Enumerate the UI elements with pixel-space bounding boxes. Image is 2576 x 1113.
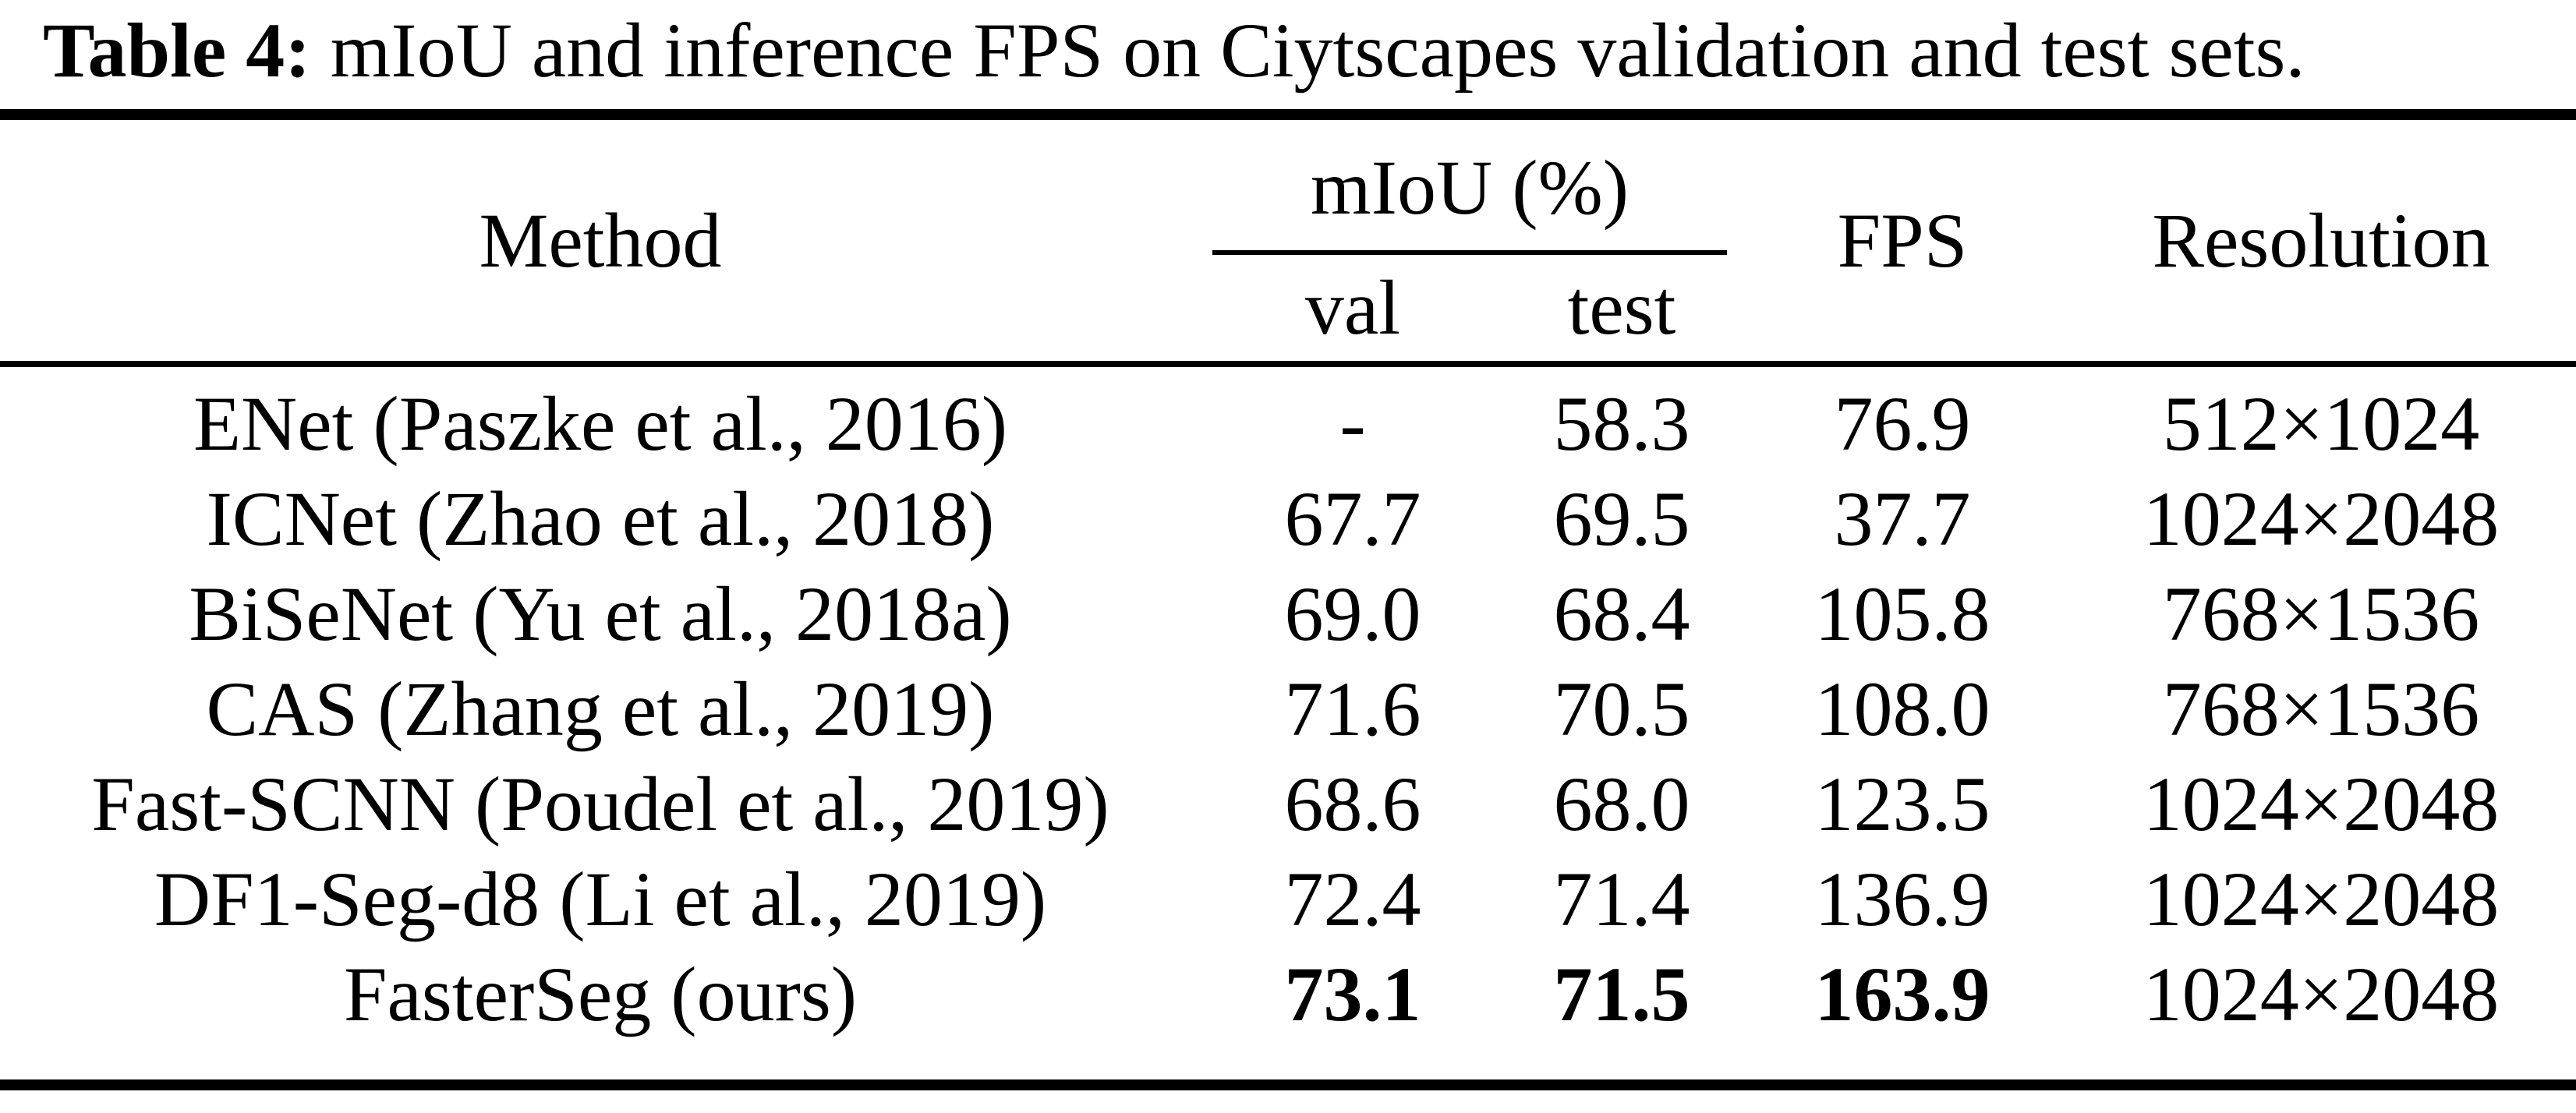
cell-method: CAS (Zhang et al., 2019): [206, 666, 995, 752]
cell-miou-test: 71.4: [1553, 856, 1690, 942]
cell-miou-test: 58.3: [1553, 380, 1690, 467]
cell-fps: 76.9: [1834, 380, 1971, 467]
col-header-fps: FPS: [1837, 196, 1968, 284]
cell-miou-val: -: [1339, 380, 1366, 467]
cell-miou-test: 69.5: [1553, 475, 1690, 562]
cell-method: BiSeNet (Yu et al., 2018a): [189, 571, 1012, 657]
miou-group-underline: mIoU (%): [1212, 149, 1727, 255]
cell-method: ENet (Paszke et al., 2016): [193, 380, 1008, 467]
table-row-fasterseg: FasterSeg (ours) 73.1 71.5 163.9 1024×20…: [0, 947, 2576, 1085]
cell-miou-val: 69.0: [1284, 571, 1421, 657]
cell-fps: 108.0: [1814, 666, 1990, 752]
cell-method: Fast-SCNN (Poudel et al., 2019): [91, 761, 1109, 847]
cell-resolution: 1024×2048: [2143, 475, 2500, 562]
cell-method: FasterSeg (ours): [343, 951, 858, 1037]
col-header-test: test: [1567, 264, 1676, 351]
table-caption-label: Table 4:: [43, 7, 311, 94]
cell-miou-val: 73.1: [1284, 951, 1421, 1037]
cell-miou-test: 68.0: [1553, 761, 1690, 847]
table-row: BiSeNet (Yu et al., 2018a) 69.0 68.4 105…: [0, 567, 2576, 662]
cell-fps: 163.9: [1814, 951, 1990, 1037]
cell-miou-val: 68.6: [1284, 761, 1421, 847]
cell-method: DF1-Seg-d8 (Li et al., 2019): [154, 856, 1047, 942]
col-header-resolution: Resolution: [2152, 196, 2490, 284]
results-table: Method mIoU (%) FPS Resolution val test …: [0, 109, 2576, 1090]
cell-fps: 136.9: [1814, 856, 1990, 942]
col-header-miou-label: mIoU (%): [1310, 144, 1629, 231]
cell-miou-val: 71.6: [1284, 666, 1421, 752]
col-header-miou-group: mIoU (%): [1201, 115, 1739, 255]
cell-miou-val: 67.7: [1284, 475, 1421, 562]
table-caption: Table 4: mIoU and inference FPS on Ciyts…: [0, 0, 2576, 97]
cell-resolution: 1024×2048: [2143, 856, 2500, 942]
table-body: ENet (Paszke et al., 2016) - 58.3 76.9 5…: [0, 364, 2576, 1085]
cell-resolution: 768×1536: [2162, 666, 2480, 752]
col-header-val: val: [1304, 264, 1401, 351]
table-row: ICNet (Zhao et al., 2018) 67.7 69.5 37.7…: [0, 472, 2576, 567]
cell-miou-test: 68.4: [1553, 571, 1690, 657]
cell-resolution: 512×1024: [2162, 380, 2480, 467]
col-header-method: Method: [479, 196, 722, 284]
cell-miou-val: 72.4: [1284, 856, 1421, 942]
cell-resolution: 768×1536: [2162, 571, 2480, 657]
table-row: Fast-SCNN (Poudel et al., 2019) 68.6 68.…: [0, 757, 2576, 852]
cell-miou-test: 71.5: [1553, 951, 1690, 1037]
table-row: ENet (Paszke et al., 2016) - 58.3 76.9 5…: [0, 364, 2576, 472]
table-row: CAS (Zhang et al., 2019) 71.6 70.5 108.0…: [0, 662, 2576, 757]
cell-resolution: 1024×2048: [2143, 951, 2500, 1037]
cell-fps: 123.5: [1814, 761, 1990, 847]
table-row: DF1-Seg-d8 (Li et al., 2019) 72.4 71.4 1…: [0, 852, 2576, 947]
cell-miou-test: 70.5: [1553, 666, 1690, 752]
table-caption-text: mIoU and inference FPS on Ciytscapes val…: [310, 7, 2305, 94]
cell-fps: 105.8: [1814, 571, 1990, 657]
cell-method: ICNet (Zhao et al., 2018): [206, 475, 995, 562]
cell-fps: 37.7: [1834, 475, 1971, 562]
cell-resolution: 1024×2048: [2143, 761, 2500, 847]
table-header: Method mIoU (%) FPS Resolution val test: [0, 115, 2576, 364]
